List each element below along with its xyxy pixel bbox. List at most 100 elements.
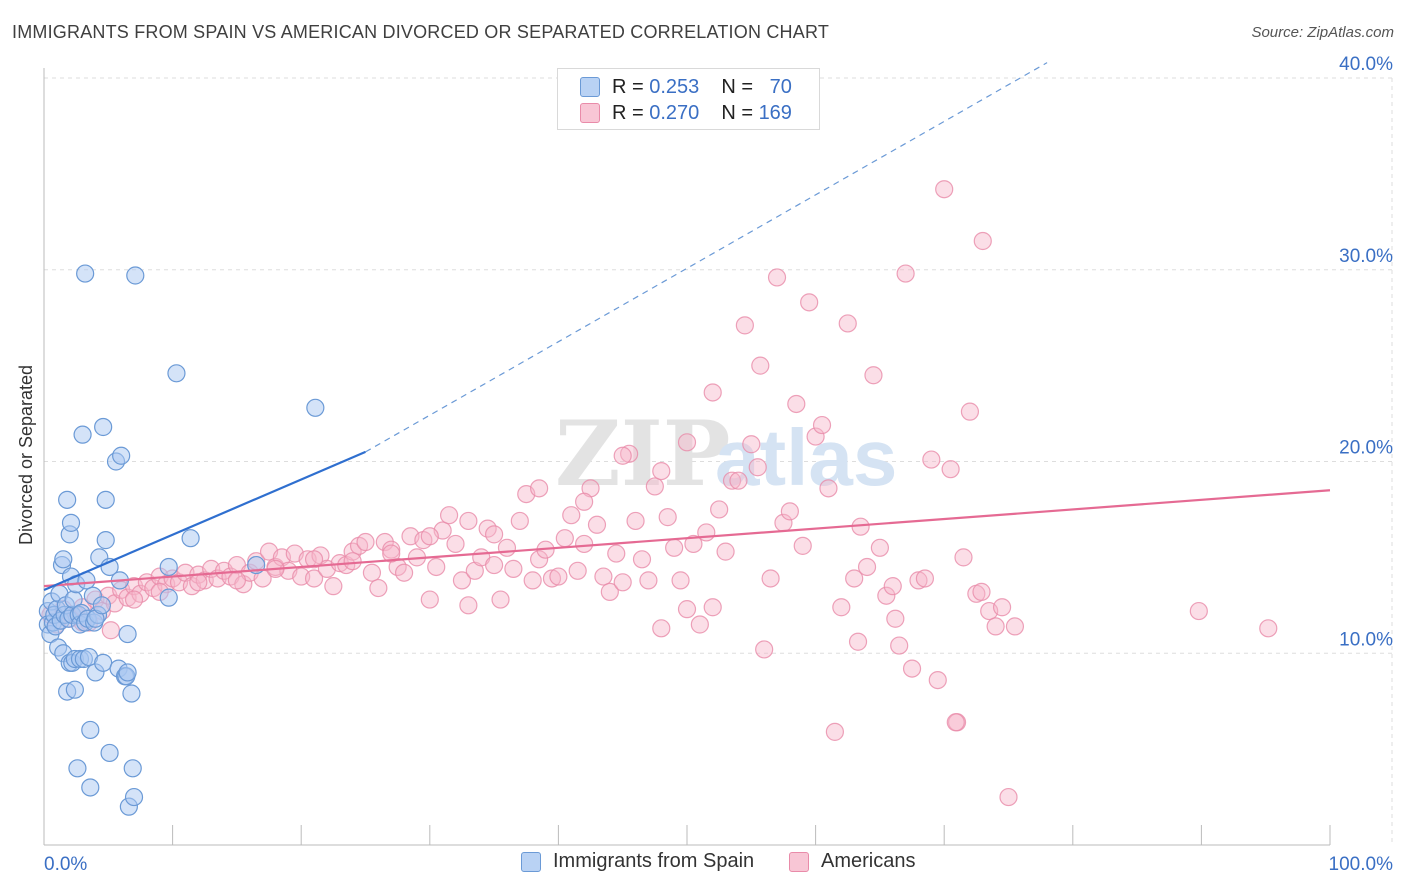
americans-point: [703, 383, 722, 402]
spain-point: [159, 588, 178, 607]
americans-point: [941, 460, 960, 479]
legend-label: Americans: [821, 850, 916, 872]
americans-point: [845, 569, 864, 588]
americans-point: [394, 563, 414, 582]
americans-point: [755, 640, 774, 659]
r-label: R =: [612, 75, 644, 98]
americans-point: [877, 586, 896, 605]
americans-point: [459, 596, 478, 615]
americans-point: [960, 402, 980, 421]
americans-point: [620, 444, 639, 463]
n-label: N =: [721, 75, 753, 98]
americans-point: [838, 314, 857, 333]
spain-point: [181, 529, 200, 548]
spain-point: [58, 490, 77, 509]
americans-point: [382, 544, 401, 563]
americans-point: [972, 582, 991, 601]
americans-point: [890, 636, 909, 655]
americans-point: [575, 534, 594, 554]
americans-point: [304, 550, 324, 569]
americans-point: [886, 609, 905, 628]
americans-point: [652, 461, 671, 481]
x-tick-label: 100.0%: [1329, 854, 1394, 875]
americans-point: [626, 511, 645, 531]
spain-point: [167, 364, 186, 383]
americans-point: [703, 598, 722, 617]
americans-point: [825, 722, 844, 741]
americans-point: [304, 569, 324, 588]
americans-point: [780, 502, 799, 521]
americans-point: [729, 471, 748, 490]
spain-point: [126, 266, 145, 285]
americans-point: [343, 552, 362, 571]
americans-point: [742, 435, 761, 454]
americans-point: [999, 787, 1018, 807]
americans-point: [870, 538, 890, 557]
americans-point: [986, 617, 1005, 636]
americans-point: [645, 477, 664, 496]
americans-point: [497, 538, 517, 557]
y-tick-label: 20.0%: [1339, 438, 1393, 459]
americans-swatch: [580, 103, 600, 123]
americans-point: [684, 534, 703, 554]
spain-point: [68, 759, 87, 778]
spain-point: [112, 446, 131, 465]
americans-point: [922, 450, 941, 469]
n-value: 169: [758, 101, 792, 124]
americans-point: [928, 670, 947, 690]
americans-point: [124, 590, 144, 609]
americans-point: [819, 479, 838, 498]
legend-item-americans[interactable]: Americans: [789, 850, 915, 873]
chart-title: IMMIGRANTS FROM SPAIN VS AMERICAN DIVORC…: [12, 22, 830, 42]
spain-point: [81, 778, 100, 797]
spain-point: [61, 513, 81, 532]
spain-point: [92, 596, 111, 615]
spain-point: [118, 663, 137, 682]
spain-trend-extension: [365, 62, 1048, 453]
spain-point: [73, 425, 92, 444]
spain-point: [123, 759, 142, 778]
stats-row-americans: R = 0.270 N = 169: [558, 100, 792, 126]
y-tick-label: 10.0%: [1339, 629, 1393, 650]
spain-point: [76, 264, 95, 283]
n-value: 70: [769, 75, 792, 98]
americans-point: [1189, 601, 1208, 621]
spain-point: [65, 680, 84, 699]
americans-point: [600, 582, 619, 601]
spain-point: [94, 653, 113, 672]
americans-point: [575, 492, 594, 511]
americans-point: [439, 506, 459, 525]
y-tick-label: 40.0%: [1339, 54, 1393, 75]
series-legend: Immigrants from Spain Americans: [0, 850, 1406, 878]
americans-point: [665, 538, 684, 557]
watermark-atlas: atlas: [715, 413, 897, 502]
spain-points: [38, 264, 325, 816]
americans-point: [935, 180, 954, 199]
americans-point: [909, 571, 928, 590]
americans-points: [41, 180, 1278, 807]
americans-point: [658, 508, 677, 527]
americans-point: [864, 366, 883, 385]
americans-point: [594, 567, 613, 586]
americans-point: [382, 540, 401, 559]
americans-point: [812, 415, 832, 435]
americans-point: [523, 571, 542, 590]
y-tick-label: 30.0%: [1339, 246, 1393, 267]
americans-point: [751, 356, 770, 375]
legend-item-spain[interactable]: Immigrants from Spain: [521, 850, 754, 873]
watermark-zip: ZIP: [555, 401, 730, 507]
americans-point: [722, 471, 742, 490]
americans-point: [896, 264, 915, 283]
spain-point: [81, 720, 100, 740]
americans-point: [549, 567, 568, 586]
spain-point: [54, 550, 73, 569]
americans-point: [697, 523, 716, 542]
americans-point: [555, 529, 574, 548]
americans-point: [735, 316, 754, 335]
watermark: ZIP atlas: [555, 401, 897, 507]
americans-point: [639, 571, 658, 590]
americans-point: [587, 515, 607, 534]
spain-point: [122, 684, 141, 703]
americans-point: [459, 511, 478, 531]
